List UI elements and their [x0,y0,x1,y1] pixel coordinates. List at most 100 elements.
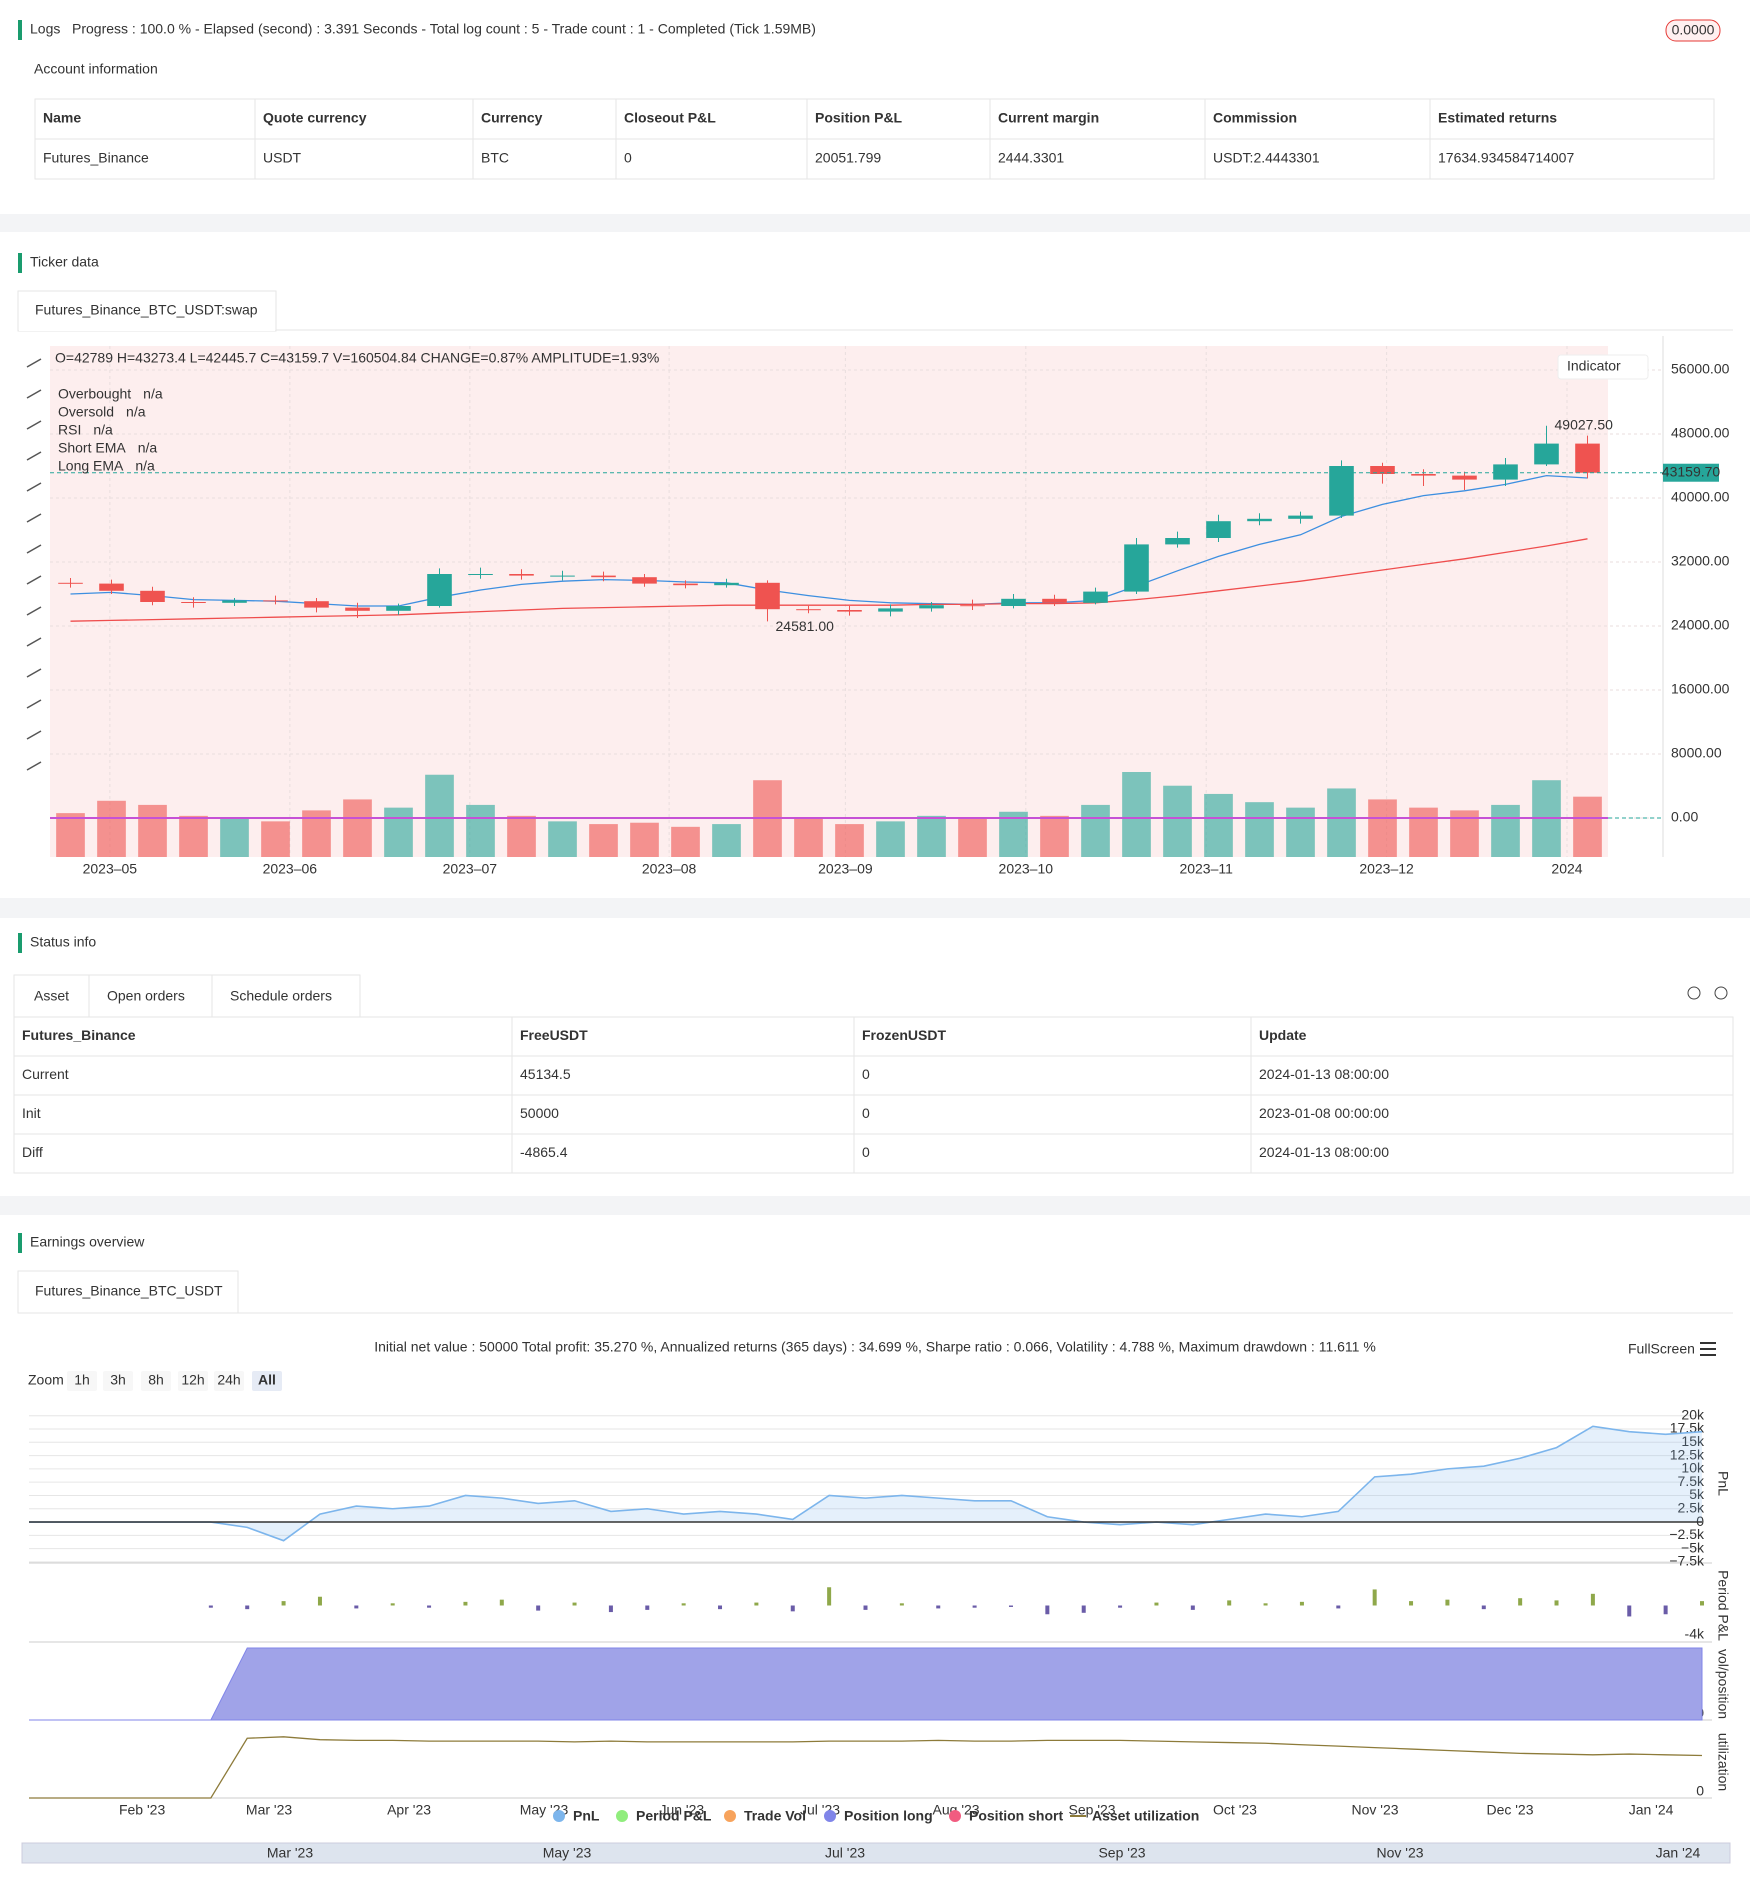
zoom-button[interactable] [178,1371,208,1391]
tool-icon[interactable] [26,730,42,740]
y-tick-label: 15k [1681,1433,1705,1449]
candle-body [755,582,780,610]
fullscreen-button[interactable]: FullScreen [1628,1341,1695,1357]
zoom-button-label[interactable]: 24h [217,1372,240,1388]
legend-value: n/a [126,404,146,420]
volume-bar [56,813,85,857]
volume-bar [1245,802,1274,857]
tool-icon[interactable] [26,575,42,585]
period-bar [536,1605,541,1611]
x-tick-label: 2023–10 [999,861,1054,877]
period-bar [463,1601,468,1606]
legend-label[interactable]: Position short [969,1808,1063,1824]
zoom-button-label[interactable]: 8h [148,1372,164,1388]
tool-icon[interactable] [26,451,42,461]
settings-icon[interactable] [1714,986,1728,1000]
tool-icon[interactable] [26,358,42,368]
tool-icon[interactable] [26,668,42,678]
ema-line [70,538,1588,622]
volume-bar [712,824,741,857]
navigator[interactable] [21,1842,1731,1864]
tool-icon[interactable] [26,389,42,399]
period-bar [1118,1605,1123,1608]
zoom-label: Zoom [28,1372,64,1388]
tool-icon[interactable] [26,420,42,430]
y-tick-label: −2.5k [1669,1526,1705,1542]
y-tick-label: 0 [1696,1783,1704,1799]
period-bar [1263,1603,1268,1606]
period-bar [1590,1593,1595,1606]
period-bar [1445,1599,1450,1606]
legend-label[interactable]: Trade Vol [744,1808,806,1824]
tab-label[interactable]: Open orders [107,988,185,1004]
period-bar [608,1605,613,1613]
candle-body [1534,443,1559,465]
volume-bar [220,818,249,857]
period-bar [790,1605,795,1612]
indicator-label[interactable]: Indicator [1567,358,1621,374]
x-tick-label: 2023–09 [818,861,873,877]
table-cell: 2444.3301 [998,150,1064,166]
table-cell: BTC [481,150,509,166]
y-tick-label: −5k [1681,1539,1705,1555]
zoom-button-label[interactable]: 12h [181,1372,204,1388]
tool-icon[interactable] [26,699,42,709]
zoom-button-label[interactable]: 3h [110,1372,126,1388]
tool-icon[interactable] [26,482,42,492]
tool-icon[interactable] [26,761,42,771]
zoom-button[interactable] [67,1371,97,1391]
tool-icon[interactable] [26,606,42,616]
volume-bar [384,807,413,857]
candle-body [919,605,944,609]
volume-bar [1081,804,1110,857]
candle-body [796,609,821,611]
tool-icon[interactable] [26,637,42,647]
zoom-button-label[interactable]: All [258,1372,276,1388]
tab-label[interactable]: Schedule orders [230,988,332,1004]
zoom-button[interactable] [141,1371,171,1391]
candle-body [1575,443,1600,473]
tool-icon[interactable] [26,544,42,554]
candle-body [181,602,206,603]
indicator-button[interactable] [1557,354,1649,380]
legend-value: n/a [93,422,113,438]
navigator-label: May '23 [543,1845,592,1861]
volume-bar [138,804,167,857]
period-bar [1190,1605,1195,1610]
zoom-button[interactable] [103,1371,133,1391]
zoom-button-label[interactable]: 1h [74,1372,90,1388]
legend-label[interactable]: Asset utilization [1092,1808,1199,1824]
volume-bar [1368,799,1397,857]
legend-value: n/a [143,386,163,402]
period-bar [390,1603,395,1606]
volume-bar [1573,796,1602,857]
period-bar [208,1605,213,1608]
tab[interactable] [211,974,361,1018]
tab-label[interactable]: Asset [34,988,69,1004]
y-tick-label: 24000.00 [1671,617,1730,633]
badge [1665,19,1721,42]
legend-label[interactable]: Position long [844,1808,933,1824]
zoom-button[interactable] [214,1371,244,1391]
section-title: Earnings overview [30,1234,145,1250]
tab-label[interactable]: Futures_Binance_BTC_USDT [35,1283,223,1299]
table-cell: Diff [22,1144,43,1160]
period-bar [245,1605,250,1610]
y-tick-label: 8000.00 [1671,745,1722,761]
axis-title: Period P&L [1715,1570,1731,1641]
period-bar [1481,1605,1486,1610]
y-tick-label: 5k [1689,1486,1705,1502]
x-tick-label: 2023–05 [83,861,138,877]
zoom-button[interactable] [252,1371,282,1391]
volume-bar [917,815,946,857]
tab-label[interactable]: Futures_Binance_BTC_USDT:swap [35,302,258,318]
tab[interactable] [17,1270,239,1314]
candle-body [263,600,288,602]
tool-icon[interactable] [26,513,42,523]
ohlc-info: O=42789 H=43273.4 L=42445.7 C=43159.7 V=… [55,350,659,366]
legend-label[interactable]: Period P&L [636,1808,712,1824]
volume-bar [548,821,577,857]
upload-icon[interactable] [1687,986,1701,1000]
candle-body [1042,598,1067,603]
legend-label[interactable]: PnL [573,1808,600,1824]
